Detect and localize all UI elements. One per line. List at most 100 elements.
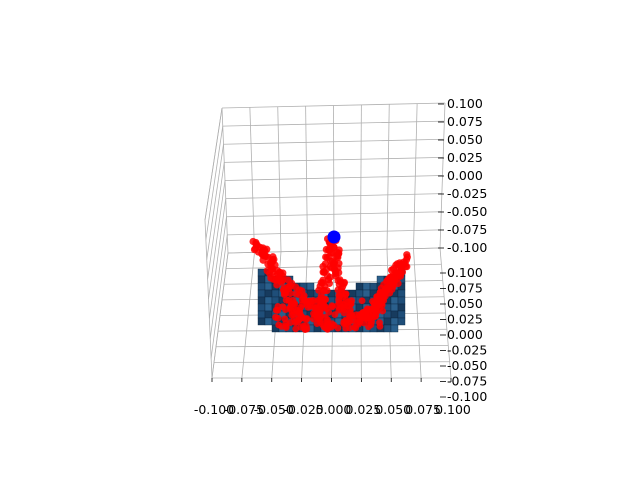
marker-point [322,303,329,311]
x-tick-label: -0.050 [254,402,294,417]
marker-point [345,302,352,310]
marker-series [249,230,411,334]
z-axis-tick-labels: 0.100 0.075 0.050 0.025 0.000 -0.025 -0.050 -0.… [447,96,487,255]
marker-point [376,322,384,330]
x-tick-label: 0.025 [345,402,381,417]
surface-voxel [257,310,266,319]
marker-point [369,298,376,305]
left-wall-grid-line [210,234,228,359]
axis-ticks [211,103,452,398]
surface-voxel [271,289,280,298]
marker-point [272,313,279,321]
surface-voxel [271,296,280,305]
marker-point [334,253,342,262]
marker-point [340,309,348,317]
marker-point [362,314,370,322]
marker-point [317,312,325,320]
marker-point [362,309,369,317]
y-tick-label: 0.000 [447,327,483,342]
z-tick-label: 0.025 [447,150,483,165]
surface-voxel [355,282,364,291]
marker-point [322,324,329,332]
back-wall-grid-line [360,104,362,250]
marker-point [392,261,400,269]
y-tick-label: -0.100 [447,389,487,404]
surface-voxel [397,317,406,326]
marker-point [299,301,306,308]
surface-voxel [390,324,399,333]
surface-voxel [257,317,266,326]
marker-point [330,321,338,329]
surface-voxel [257,282,266,291]
marker-point [342,324,350,332]
surface-voxel [257,289,266,298]
marker-point [327,249,335,257]
marker-point [380,297,388,304]
marker-point [309,297,317,304]
back-wall-grid-line [226,211,442,218]
x-axis-tick-labels: -0.100-0.075-0.050-0.0250.0000.0250.0500… [194,402,471,417]
surface-voxel [390,317,399,326]
marker-point [299,314,307,322]
z-tick-label: 0.050 [447,132,483,147]
left-wall-grid-line [208,180,226,300]
x-tick-label: -0.025 [283,402,323,417]
z-tick-label: -0.025 [447,186,487,201]
marker-point [356,315,364,323]
marker-point [401,262,410,270]
back-wall-grid-line [413,103,418,249]
marker-point [358,297,366,305]
marker-point [286,319,294,326]
y-tick-label: 0.075 [447,281,483,296]
surface-voxel [264,310,273,319]
marker-point [285,285,293,293]
left-wall-grid-line [207,162,225,280]
surface-voxel [306,289,315,298]
left-wall-grid-line [206,144,224,260]
marker-point [281,315,289,323]
floor-grid-line [215,345,449,348]
surface-voxel [397,289,406,298]
marker-point [272,306,280,314]
back-wall-grid-line [439,102,446,249]
x-tick-label: -0.075 [224,402,264,417]
z-tick-label: 0.100 [447,96,483,111]
marker-point [318,298,326,306]
left-wall-grid-line [211,252,229,379]
surface-voxel [397,296,406,305]
x-tick-label: 0.075 [405,402,441,417]
surface-voxel [348,289,357,298]
back-wall-grid-line [386,104,390,250]
y-axis-tick-labels: 0.1000.0750.0500.0250.000-0.025-0.050-0.… [447,265,487,404]
floor-grid-line [413,248,422,379]
marker-point [286,304,294,312]
highlight-point [327,230,341,244]
marker-point [297,323,305,331]
marker-point [292,325,300,333]
marker-point [279,276,287,284]
x-tick-label: -0.100 [194,402,234,417]
marker-point [320,268,328,276]
marker-point [315,286,323,294]
marker-point [328,302,336,310]
surface-voxel [355,289,364,298]
x-tick-label: 0.100 [435,402,471,417]
left-wall-grid-line [205,126,224,240]
marker-point [331,311,339,319]
z-tick-label: -0.100 [447,240,487,255]
z-tick-label: -0.075 [447,222,487,237]
marker-point [395,269,403,278]
y-tick-label: 0.100 [447,265,483,280]
floor-grid-line [213,361,450,363]
marker-point [252,241,261,249]
surface-voxel [390,296,399,305]
marker-point [348,297,355,305]
marker-point [350,323,358,331]
marker-point [285,297,293,304]
surface-voxel [383,317,392,326]
surface-voxel [397,303,406,312]
surface-voxel [264,317,273,326]
y-tick-label: -0.050 [447,358,487,373]
back-wall-grid-line [225,193,442,200]
y-tick-label: -0.075 [447,374,487,389]
